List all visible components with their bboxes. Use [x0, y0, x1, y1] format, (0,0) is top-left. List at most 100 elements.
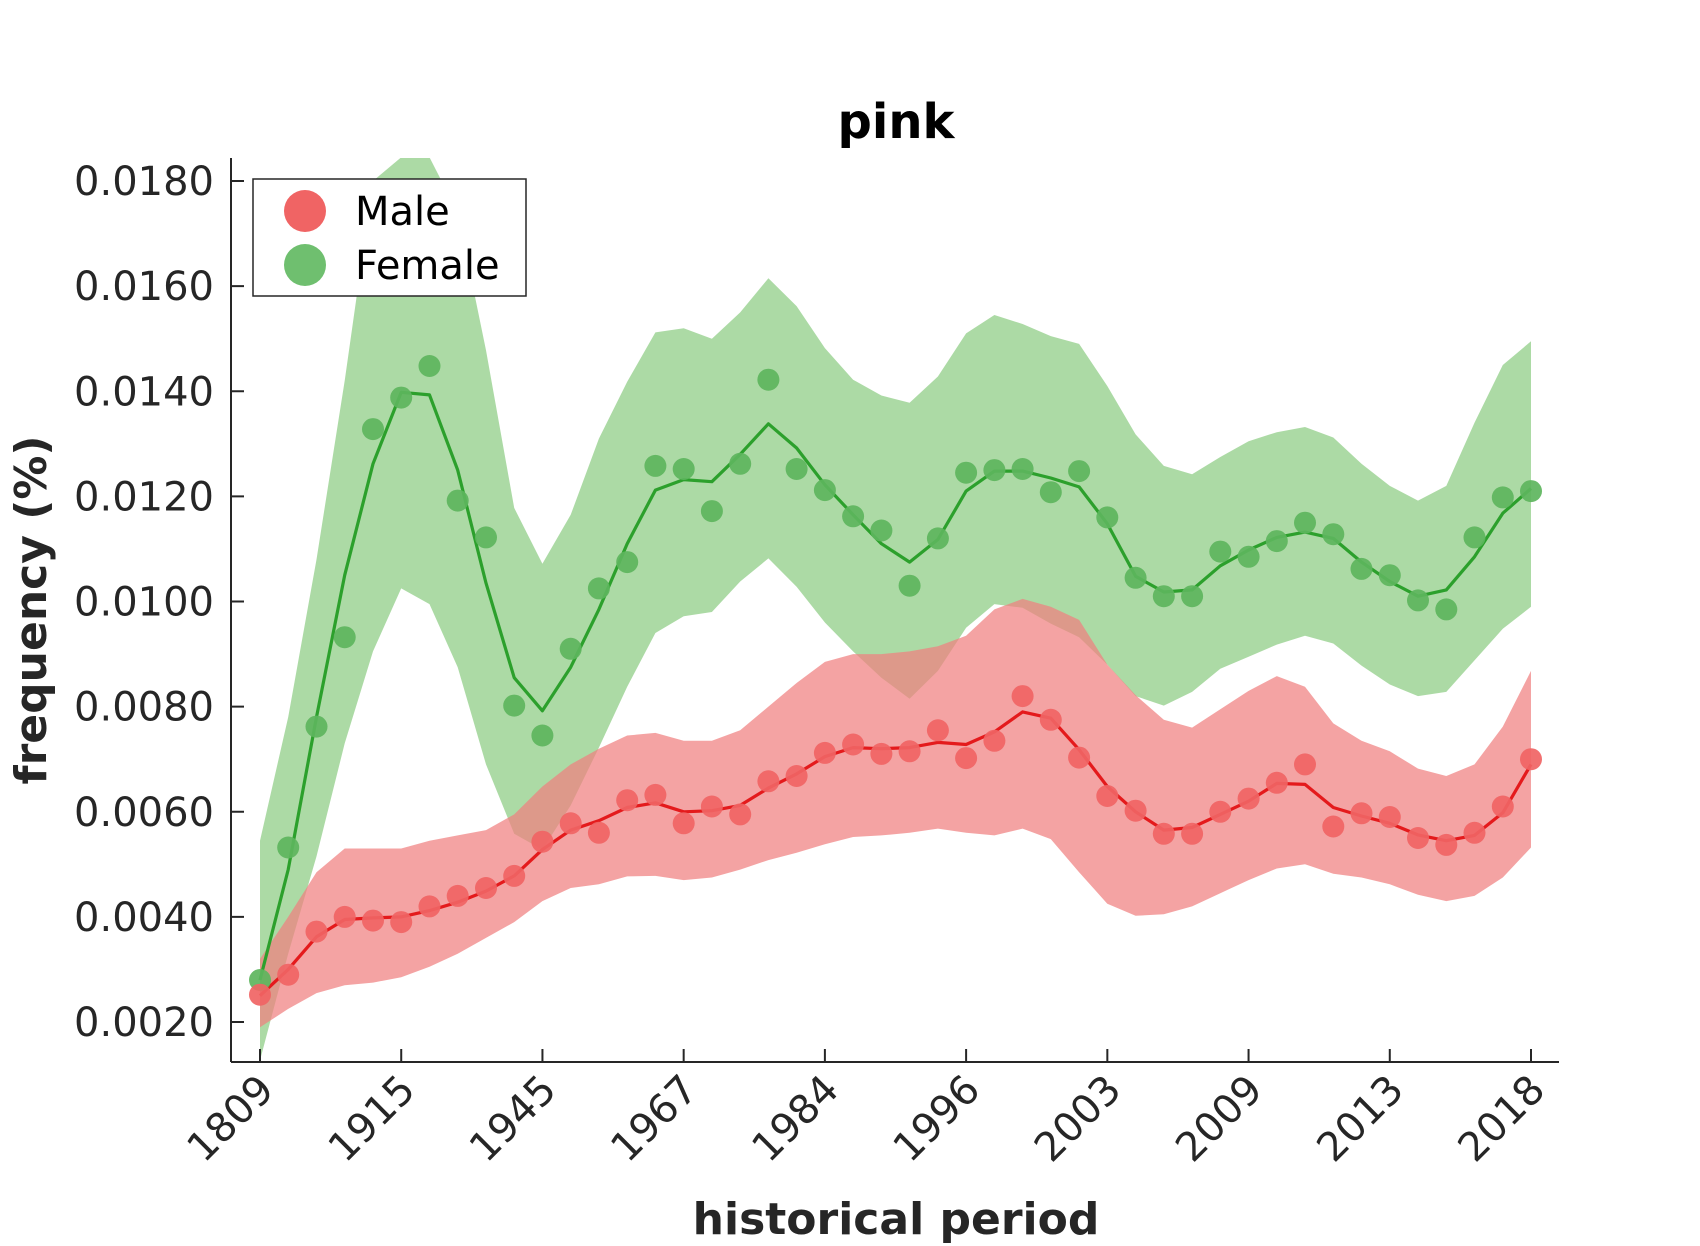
y-tick-label: 0.0020 — [74, 1000, 214, 1046]
y-tick-label: 0.0040 — [74, 895, 214, 941]
axes — [230, 158, 1559, 1063]
point-male — [1350, 802, 1373, 825]
data-markers — [249, 355, 1542, 1006]
point-female — [418, 355, 441, 377]
point-female — [842, 505, 865, 528]
point-female — [898, 574, 921, 597]
legend-label-female: Female — [355, 243, 500, 289]
trend-line-male — [258, 710, 1533, 997]
point-female — [926, 527, 949, 550]
y-axis-title: frequency (%) — [6, 435, 57, 784]
point-male — [1181, 822, 1204, 845]
trend-lines — [258, 390, 1533, 997]
point-female — [785, 458, 808, 480]
point-female — [277, 836, 300, 859]
point-female — [1407, 589, 1429, 612]
point-male — [644, 783, 667, 806]
point-female — [503, 694, 526, 717]
band-female — [260, 158, 1531, 1061]
point-male — [1463, 821, 1486, 844]
y-tick-label: 0.0080 — [74, 685, 214, 731]
band-male — [260, 598, 1531, 1028]
point-male — [418, 895, 441, 918]
point-male — [503, 864, 526, 887]
point-male — [277, 963, 300, 986]
point-female — [446, 489, 469, 512]
point-female — [870, 519, 893, 542]
point-male — [475, 877, 497, 899]
legend-marker-female — [284, 244, 326, 286]
point-female — [1096, 506, 1119, 529]
point-male — [305, 920, 328, 943]
point-female — [644, 454, 667, 477]
point-male — [926, 719, 949, 742]
point-male — [700, 795, 723, 818]
point-female — [813, 479, 836, 502]
point-male — [1378, 806, 1401, 828]
point-male — [955, 747, 978, 770]
point-female — [475, 526, 497, 549]
point-female — [1350, 557, 1373, 580]
point-female — [700, 500, 723, 523]
point-female — [1491, 486, 1514, 509]
point-male — [1294, 753, 1316, 776]
point-female — [1039, 481, 1062, 504]
point-male — [559, 812, 582, 835]
point-male — [1237, 787, 1260, 810]
point-male — [983, 729, 1006, 752]
x-axis-title: historical period — [693, 1194, 1100, 1245]
confidence-bands — [260, 158, 1531, 1061]
trend-line-female — [258, 390, 1533, 981]
point-male — [1407, 827, 1429, 849]
point-female — [531, 724, 554, 747]
point-male — [1068, 746, 1091, 769]
point-female — [983, 459, 1006, 482]
y-tick-label: 0.0160 — [74, 264, 214, 310]
point-male — [1152, 822, 1175, 845]
point-female — [559, 637, 582, 660]
point-female — [1124, 566, 1147, 589]
chart-title: pink — [838, 94, 956, 150]
y-tick-label: 0.0060 — [74, 790, 214, 836]
point-female — [1265, 530, 1288, 553]
legend-marker-male — [284, 190, 326, 232]
point-male — [1491, 795, 1514, 818]
point-male — [333, 905, 356, 928]
point-female — [1181, 585, 1204, 608]
legend-label-male: Male — [355, 189, 450, 235]
point-female — [1011, 458, 1034, 480]
point-male — [870, 742, 893, 765]
point-male — [1011, 685, 1034, 708]
point-male — [531, 830, 554, 853]
point-male — [616, 789, 639, 812]
y-tick-label: 0.0140 — [74, 369, 214, 415]
point-male — [898, 740, 921, 763]
point-male — [587, 821, 610, 844]
point-female — [729, 452, 752, 475]
point-male — [729, 803, 752, 826]
point-female — [1435, 598, 1458, 621]
point-male — [813, 741, 836, 764]
point-female — [333, 626, 356, 649]
point-female — [1152, 585, 1175, 608]
y-ticks: 0.0020 0.0040 0.0060 0.0080 0.0100 0.0120 0.01… — [74, 159, 244, 1046]
point-female — [1294, 511, 1316, 534]
point-male — [390, 911, 413, 934]
point-male — [1520, 748, 1542, 771]
point-female — [390, 386, 413, 409]
point-female — [1068, 460, 1091, 483]
point-female — [672, 458, 695, 480]
point-female — [757, 368, 780, 391]
y-tick-label: 0.0100 — [74, 580, 214, 626]
point-male — [1039, 708, 1062, 731]
point-male — [249, 983, 271, 1006]
point-female — [362, 418, 384, 441]
point-female — [616, 551, 639, 574]
legend: Male Female — [252, 178, 527, 297]
point-male — [785, 765, 808, 787]
point-male — [757, 770, 780, 793]
point-male — [446, 884, 469, 907]
point-male — [1322, 815, 1345, 838]
point-female — [1322, 523, 1345, 546]
y-tick-label: 0.0180 — [74, 159, 214, 205]
